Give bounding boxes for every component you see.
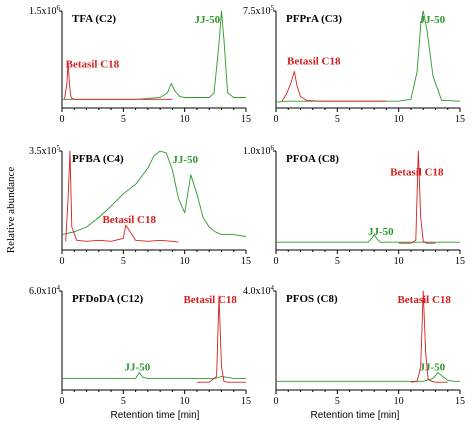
series-label: JJ-50: [368, 226, 394, 238]
panel-title: PFOA (C8): [286, 153, 339, 165]
trace-betasil-c18: [410, 290, 448, 383]
series-label: JJ-50: [125, 361, 151, 373]
y-max-exponent: 6: [271, 144, 275, 152]
trace-betasil-c18: [64, 61, 173, 100]
x-tick-label: 0: [60, 396, 65, 407]
chart-panel: 0 5 10 15 1.0x106 PFOA (C8) JJ-50 Betasil C18: [243, 144, 465, 267]
y-max-label: 1.5x106: [29, 4, 61, 17]
x-tick-label: 10: [394, 114, 404, 125]
panel-title: PFBA (C4): [72, 153, 124, 165]
x-tick-label: 0: [60, 114, 65, 125]
x-tick-label: 10: [394, 256, 404, 267]
x-tick-label: 0: [274, 256, 279, 267]
panel-title: TFA (C2): [72, 13, 116, 25]
y-max-label: 7.5x105: [243, 4, 275, 17]
trace-jj-50: [275, 10, 461, 103]
trace-jj-50: [276, 372, 460, 382]
x-tick-label: 5: [335, 256, 340, 267]
y-max-exponent: 4: [271, 284, 275, 292]
series-label: JJ-50: [172, 154, 198, 166]
series-label: Betasil C18: [66, 59, 120, 71]
x-tick-label: 5: [121, 256, 126, 267]
x-tick-label: 15: [455, 114, 465, 125]
trace-betasil-c18: [281, 71, 387, 102]
y-max-label: 3.5x105: [29, 144, 61, 157]
y-max-label: 1.0x106: [243, 144, 275, 157]
x-tick-label: 0: [274, 396, 279, 407]
panel-title: PFPrA (C3): [286, 13, 342, 25]
x-tick-label: 15: [241, 396, 251, 407]
chart-panel: 0 5 10 15 1.5x106 TFA (C2) JJ-50 Betasil C18: [29, 4, 251, 125]
chart-panel: 0 5 10 15 6.0x104 PFDoDA (C12) JJ-50 Betasil C1…: [29, 284, 251, 407]
x-tick-label: 5: [335, 396, 340, 407]
chart-panel: 0 5 10 15 3.5x105 PFBA (C4) JJ-50 Betasil C18: [29, 144, 251, 267]
x-tick-label: 0: [60, 256, 65, 267]
y-max-label: 6.0x104: [29, 284, 61, 297]
x-tick-label: 5: [121, 396, 126, 407]
trace-betasil-c18: [196, 295, 246, 383]
series-label: JJ-50: [420, 361, 446, 373]
y-max-label: 4.0x104: [243, 284, 275, 297]
series-label: JJ-50: [420, 14, 446, 26]
trace-betasil-c18: [65, 150, 179, 243]
series-label: Betasil C18: [183, 294, 237, 306]
x-tick-label: 10: [394, 396, 404, 407]
x-tick-label: 10: [180, 256, 190, 267]
x-tick-label: 15: [455, 256, 465, 267]
trace-betasil-c18: [398, 150, 436, 244]
x-tick-label: 10: [180, 114, 190, 125]
panel-title: PFOS (C8): [286, 293, 338, 305]
x-tick-label: 0: [274, 114, 279, 125]
y-axis-title: Relative abundance: [5, 167, 17, 254]
chart-panel: 0 5 10 15 4.0x104 PFOS (C8) JJ-50 Betasil C18: [243, 284, 465, 407]
chart-panel: 0 5 10 15 7.5x105 PFPrA (C3) JJ-50 Betasil C18: [243, 4, 465, 125]
y-max-exponent: 6: [57, 4, 61, 12]
panel-title: PFDoDA (C12): [72, 293, 144, 305]
x-tick-label: 5: [335, 114, 340, 125]
series-label: Betasil C18: [287, 56, 341, 68]
series-label: Betasil C18: [102, 214, 156, 226]
x-tick-label: 15: [241, 114, 251, 125]
series-label: JJ-50: [194, 14, 220, 26]
x-tick-label: 10: [180, 396, 190, 407]
trace-jj-50: [276, 234, 460, 243]
x-tick-label: 15: [241, 256, 251, 267]
trace-jj-50: [61, 150, 247, 237]
trace-jj-50: [62, 372, 246, 379]
series-label: Betasil C18: [397, 294, 451, 306]
y-max-exponent: 5: [271, 4, 275, 12]
y-max-exponent: 4: [57, 284, 61, 292]
x-tick-label: 5: [121, 114, 126, 125]
y-max-exponent: 5: [57, 144, 61, 152]
series-label: Betasil C18: [390, 166, 444, 178]
x-axis-title-left: Retention time [min]: [111, 410, 200, 421]
x-axis-title-right: Retention time [min]: [311, 410, 400, 421]
x-tick-label: 15: [455, 396, 465, 407]
